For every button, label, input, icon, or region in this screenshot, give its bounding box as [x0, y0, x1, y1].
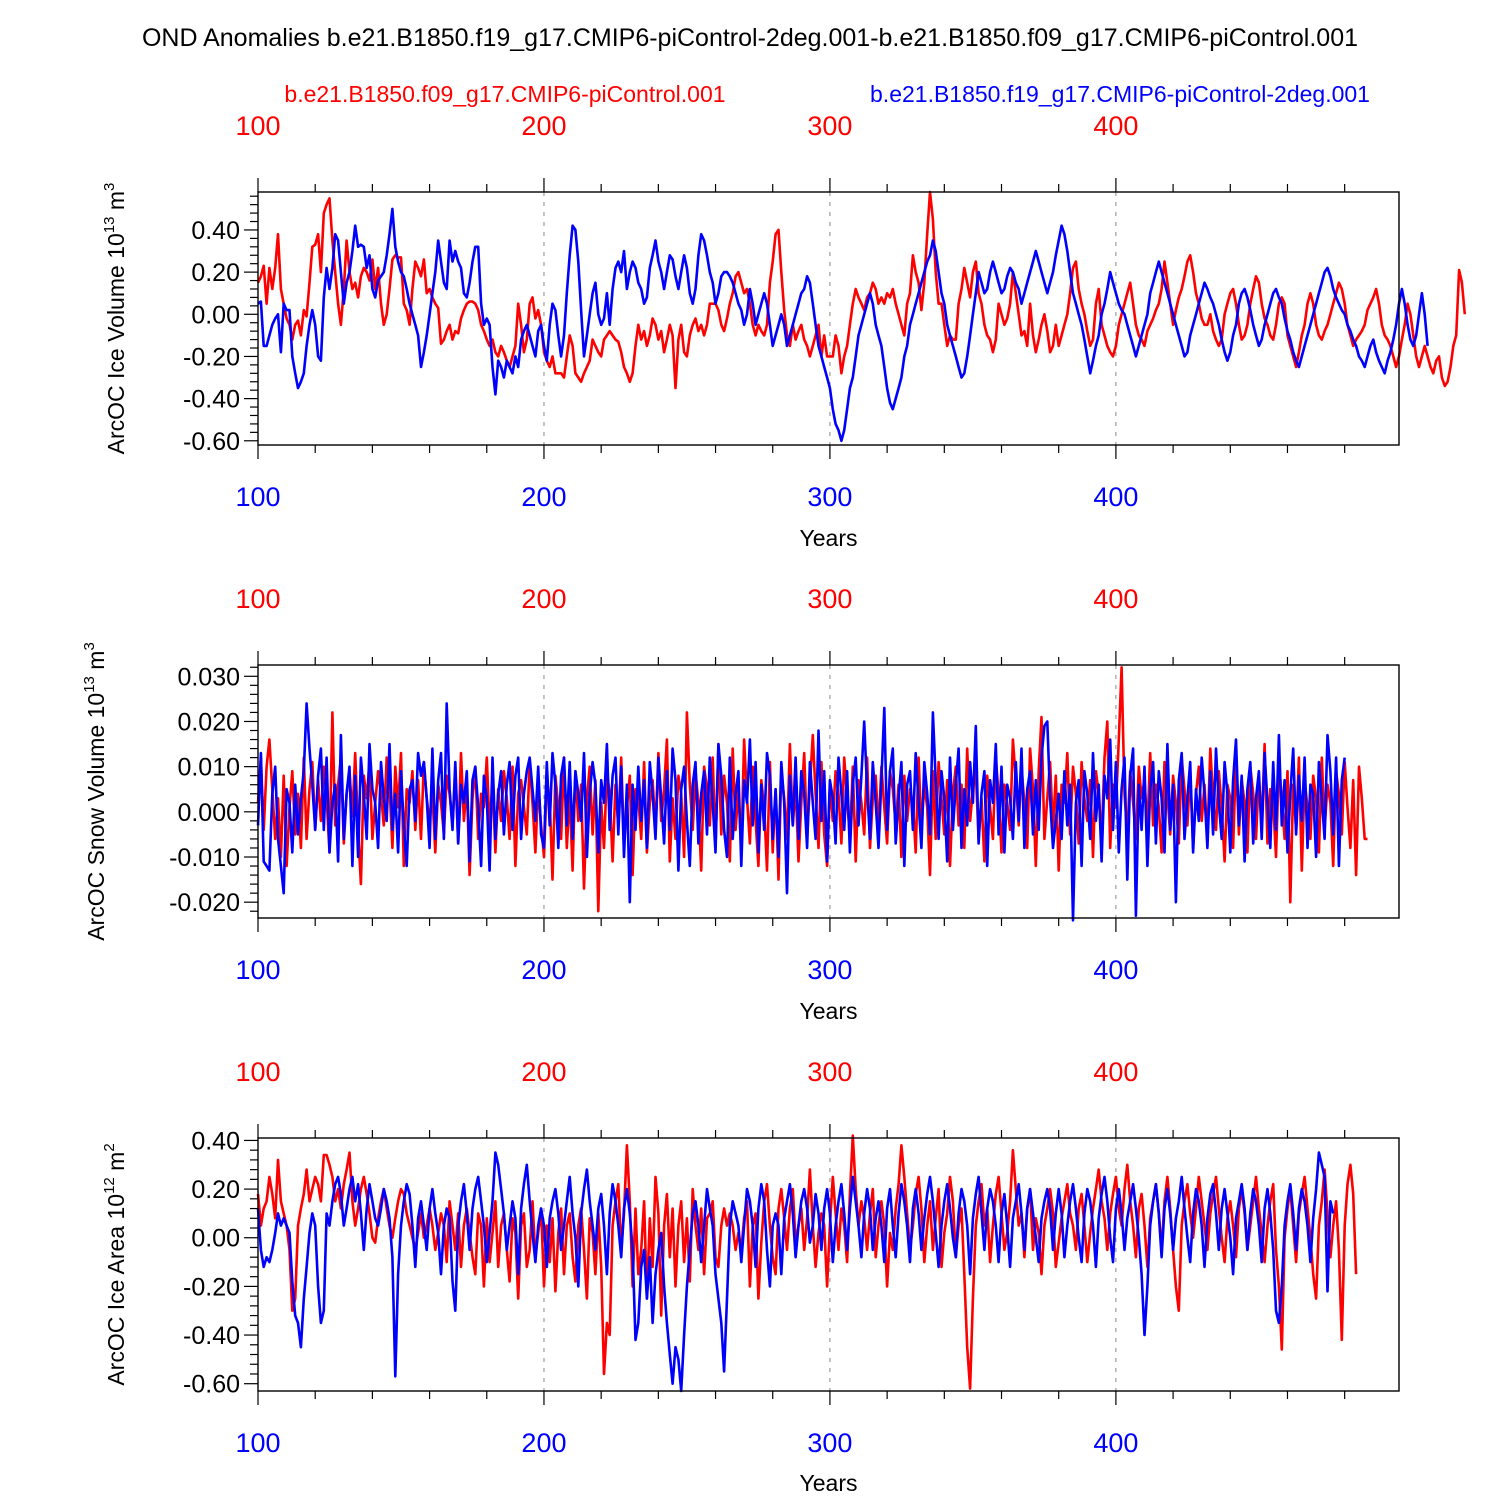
x-axis-title: Years [800, 1470, 858, 1496]
series-line-red [256, 190, 1467, 390]
y-tick-label: -0.20 [183, 343, 240, 371]
y-axis-title-part: 2 [101, 1143, 118, 1151]
y-axis-title-part: 12 [101, 1177, 118, 1194]
y-axis-title-part: 13 [101, 217, 118, 234]
panel-1: 100 100 200 200 300 300 400 400 -0.60 -0.40 -0.20 0… [101, 111, 1467, 551]
plot-frame [257, 191, 1400, 446]
y-axis-title-part: 3 [81, 642, 98, 650]
x-bottom-tick-label: 400 [1093, 482, 1138, 512]
x-bottom-tick-label: 300 [807, 955, 852, 985]
x-bottom-tick-label: 100 [235, 955, 280, 985]
y-tick-label: 0.20 [191, 259, 240, 287]
y-axis-title: ArcOC Ice Area 1012 m2 [101, 1143, 129, 1385]
x-bottom-tick-label: 200 [521, 482, 566, 512]
y-axis-title-part: ArcOC Snow Volume 10 [83, 693, 109, 941]
y-axis-title-part: m [83, 651, 109, 677]
plot-frame [257, 664, 1400, 919]
legend-red-run: b.e21.B1850.f09_g17.CMIP6-piControl.001 [284, 81, 725, 107]
y-tick-label: 0.40 [191, 217, 240, 245]
legend-blue-run: b.e21.B1850.f19_g17.CMIP6-piControl-2deg… [870, 81, 1370, 107]
x-axis-title: Years [800, 998, 858, 1024]
panel-2: 100 100 200 200 300 300 400 400 -0.020 -0.010 0.00… [81, 584, 1400, 1024]
y-tick-label: -0.40 [183, 1322, 240, 1350]
x-bottom-tick-label: 300 [807, 1428, 852, 1458]
x-top-tick-label: 200 [521, 584, 566, 614]
y-tick-label: 0.00 [191, 301, 240, 329]
series-line-blue [256, 1151, 1335, 1393]
x-top-tick-label: 200 [521, 111, 566, 141]
y-tick-label: -0.010 [169, 844, 240, 872]
y-axis-title-part: m [103, 191, 129, 217]
y-tick-label: -0.40 [183, 386, 240, 414]
plot-frame [257, 1137, 1400, 1392]
x-top-tick-label: 400 [1093, 1057, 1138, 1087]
series-line-blue [256, 702, 1346, 922]
y-axis-title-part: 3 [101, 183, 118, 191]
y-tick-label: 0.40 [191, 1127, 240, 1155]
x-top-tick-label: 300 [807, 111, 852, 141]
y-axis-title-part: ArcOC Ice Volume 10 [103, 233, 129, 454]
x-top-tick-label: 300 [807, 1057, 852, 1087]
x-top-tick-label: 100 [235, 1057, 280, 1087]
panel-3: 100 100 200 200 300 300 400 400 -0.60 -0.40 -0.20 0… [101, 1057, 1400, 1496]
y-tick-label: -0.20 [183, 1273, 240, 1301]
x-bottom-tick-label: 200 [521, 1428, 566, 1458]
y-tick-label: 0.030 [177, 663, 240, 691]
x-top-tick-label: 100 [235, 584, 280, 614]
x-bottom-tick-label: 100 [235, 1428, 280, 1458]
x-bottom-tick-label: 400 [1093, 1428, 1138, 1458]
x-bottom-tick-label: 200 [521, 955, 566, 985]
series-line-blue [257, 207, 1429, 443]
x-top-tick-label: 300 [807, 584, 852, 614]
x-bottom-tick-label: 300 [807, 482, 852, 512]
figure-title: OND Anomalies b.e21.B1850.f19_g17.CMIP6-… [142, 24, 1358, 52]
y-tick-label: 0.010 [177, 754, 240, 782]
y-axis-title-part: m [103, 1152, 129, 1178]
y-tick-label: -0.020 [169, 889, 240, 917]
y-tick-label: 0.020 [177, 708, 240, 736]
x-bottom-tick-label: 400 [1093, 955, 1138, 985]
y-tick-label: -0.60 [183, 428, 240, 456]
y-axis-title: ArcOC Snow Volume 1013 m3 [81, 642, 109, 941]
x-top-tick-label: 200 [521, 1057, 566, 1087]
x-top-tick-label: 400 [1093, 111, 1138, 141]
y-tick-label: 0.00 [191, 1225, 240, 1253]
x-axis-title: Years [800, 525, 858, 551]
y-axis-title-part: ArcOC Ice Area 10 [103, 1194, 129, 1386]
y-tick-label: -0.60 [183, 1371, 240, 1399]
x-bottom-tick-label: 100 [235, 482, 280, 512]
x-top-tick-label: 400 [1093, 584, 1138, 614]
y-axis-title-part: 13 [81, 676, 98, 693]
y-tick-label: 0.000 [177, 799, 240, 827]
x-top-tick-label: 100 [235, 111, 280, 141]
y-tick-label: 0.20 [191, 1176, 240, 1204]
y-axis-title: ArcOC Ice Volume 1013 m3 [101, 183, 129, 455]
chart-panels: 100 100 200 200 300 300 400 400 -0.60 -0.40 -0.20 0… [81, 111, 1467, 1496]
